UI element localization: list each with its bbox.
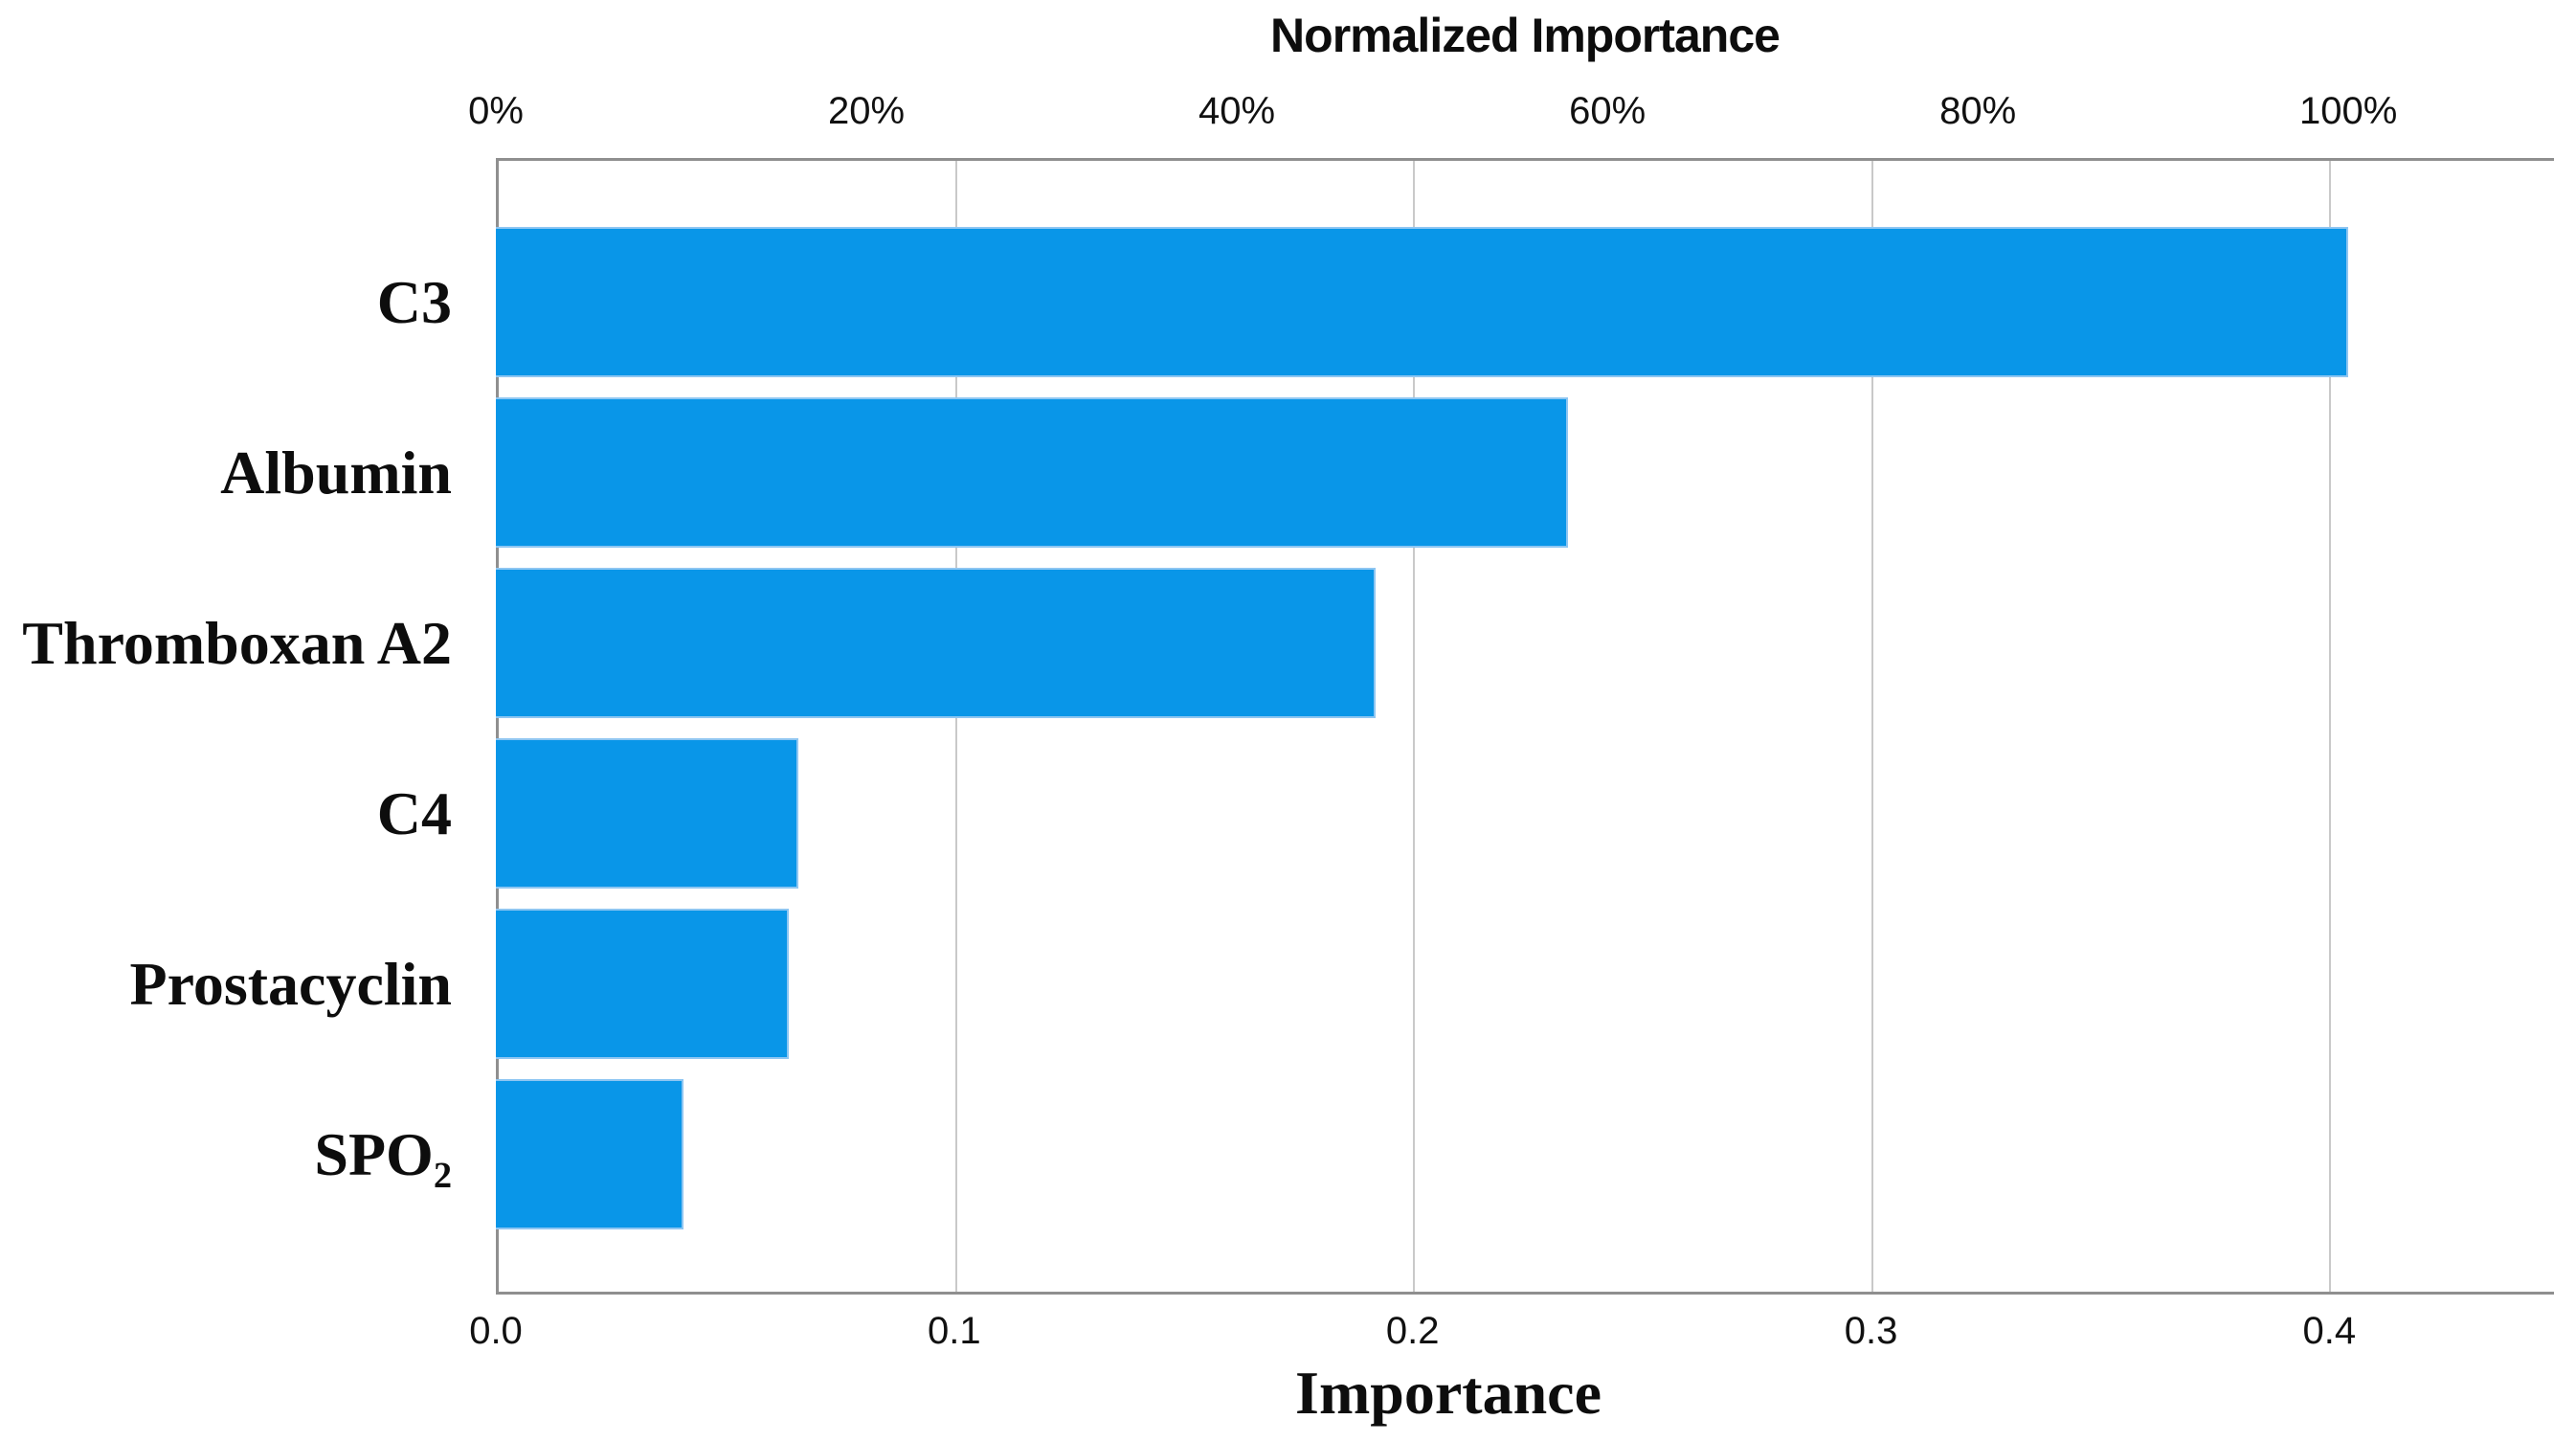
category-label: Prostacyclin [129,949,452,1018]
grid-line [1870,161,1873,1292]
top-axis-tick-label: 60% [1569,90,1646,132]
bottom-axis-tick-label: 0.3 [1844,1310,1898,1352]
bar-row: C3 [0,227,2554,377]
bar [496,909,790,1059]
bottom-axis-tick-label: 0.4 [2302,1310,2357,1352]
top-axis-tick-label: 20% [828,90,906,132]
bottom-axis-tick-label: 0.0 [469,1310,523,1352]
category-label: Albumin [220,438,452,507]
bar-track [496,909,2554,1059]
bar-rows: C3 Albumin Thromboxan A2 C4 Prostacyclin… [0,161,2554,1295]
bar-row: SPO₂ [0,1079,2554,1229]
bar-track [496,738,2554,889]
bar-track [496,227,2554,377]
bar-row: Thromboxan A2 [0,568,2554,718]
bar [496,738,799,889]
plot-area [496,158,2554,1295]
grid-line [2328,161,2331,1292]
bar [496,227,2348,377]
top-axis-tick-label: 80% [1939,90,2017,132]
bar [496,568,1377,718]
bottom-axis-tick-label: 0.1 [928,1310,981,1352]
bottom-axis: 0.0 0.1 0.2 0.3 0.4 [469,1295,2554,1362]
chart-title: Normalized Importance [1270,9,1781,62]
top-axis-tick-label: 0% [468,90,524,132]
bottom-axis-tick-label: 0.2 [1385,1310,1440,1352]
category-label: C3 [376,267,452,336]
top-axis-tick-label: 100% [2299,90,2398,132]
bar-row: Prostacyclin [0,909,2554,1059]
category-label: SPO₂ [314,1119,452,1188]
bar [496,1079,684,1229]
top-axis-tick-label: 40% [1198,90,1276,132]
bar [496,397,1569,548]
bar-track [496,568,2554,718]
category-label: C4 [376,778,452,847]
bar-track [496,397,2554,548]
bar-track [496,1079,2554,1229]
bar-row: Albumin [0,397,2554,548]
top-axis: 0% 20% 40% 60% 80% 100% [468,0,2554,158]
grid-line [955,161,958,1292]
bar-row: C4 [0,738,2554,889]
x-axis-label-bottom: Importance [1295,1359,1602,1427]
grid-line [1413,161,1416,1292]
category-label: Thromboxan A2 [22,608,452,677]
